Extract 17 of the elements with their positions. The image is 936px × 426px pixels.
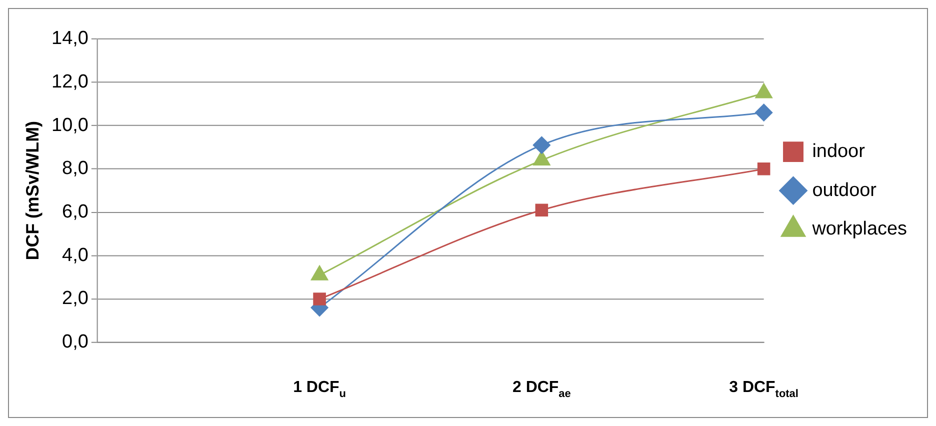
- y-tick-label: 10,0: [52, 114, 88, 136]
- y-tick-label: 0,0: [62, 332, 88, 353]
- point: [532, 136, 550, 154]
- y-tick-label: 6,0: [62, 202, 88, 222]
- y-tick-label: 12,0: [52, 71, 88, 92]
- y-tick-label: 4,0: [62, 244, 88, 266]
- y-tick-label: 2,0: [62, 288, 88, 310]
- y-tick-label: 8,0: [62, 158, 88, 180]
- point: [313, 292, 326, 306]
- y-tick-label: 14,0: [52, 28, 88, 50]
- legend-label: workplaces: [811, 218, 907, 240]
- point: [757, 162, 770, 176]
- legend-label: indoor: [812, 141, 865, 162]
- legend-label: outdoor: [812, 180, 876, 201]
- point: [535, 204, 548, 216]
- point: [755, 104, 773, 122]
- y-axis-title: DCF (mSv/WLM): [22, 120, 43, 260]
